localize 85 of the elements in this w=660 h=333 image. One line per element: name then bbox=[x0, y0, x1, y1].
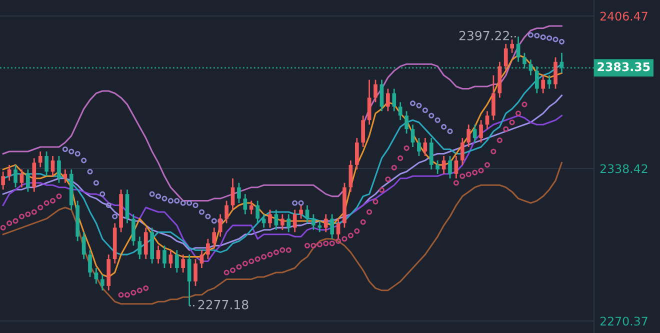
candlestick bbox=[88, 249, 92, 278]
candlestick bbox=[460, 137, 464, 166]
candlestick bbox=[138, 236, 142, 260]
candlestick bbox=[361, 114, 366, 148]
candlestick bbox=[44, 150, 48, 177]
candlestick bbox=[386, 88, 390, 112]
candlestick bbox=[429, 137, 434, 170]
candlestick bbox=[256, 200, 260, 224]
candlestick bbox=[268, 209, 272, 228]
candlestick bbox=[492, 74, 496, 121]
candlestick bbox=[262, 214, 266, 228]
candlestick bbox=[57, 155, 61, 184]
y-tick-label: 2270.37 bbox=[600, 316, 648, 326]
candlestick bbox=[454, 155, 458, 180]
candlestick bbox=[554, 56, 558, 90]
candlestick bbox=[522, 52, 526, 70]
candlestick bbox=[318, 220, 322, 233]
candlestick bbox=[212, 226, 216, 249]
candlestick bbox=[274, 209, 278, 231]
candlestick bbox=[14, 164, 18, 188]
candlestick bbox=[510, 38, 514, 54]
candlestick bbox=[330, 214, 334, 240]
candlestick bbox=[1, 170, 6, 190]
candlestick bbox=[534, 66, 539, 94]
candlestick bbox=[324, 214, 328, 233]
candlestick bbox=[132, 214, 136, 246]
candlestick bbox=[168, 249, 173, 269]
candlestick bbox=[485, 110, 490, 130]
candlestick bbox=[187, 254, 192, 306]
candlestick bbox=[237, 182, 241, 204]
candlestick bbox=[436, 160, 440, 175]
candlestick bbox=[392, 88, 396, 112]
candlestick bbox=[528, 58, 533, 76]
candlestick bbox=[144, 226, 148, 260]
candlestick bbox=[374, 79, 378, 103]
candlestick bbox=[249, 200, 254, 215]
candlestick bbox=[292, 209, 297, 233]
candlestick bbox=[398, 101, 402, 121]
candlestick bbox=[479, 119, 483, 144]
candlestick bbox=[20, 168, 24, 188]
y-tick-label: 2338.42 bbox=[600, 164, 648, 174]
candlestick bbox=[206, 238, 210, 260]
candlestick bbox=[410, 124, 415, 148]
candlestick bbox=[299, 204, 303, 220]
candlestick bbox=[224, 200, 228, 224]
candlestick bbox=[417, 137, 421, 157]
candlestick bbox=[63, 168, 68, 184]
candlestick bbox=[305, 204, 310, 224]
candlestick bbox=[230, 178, 235, 210]
candlestick bbox=[336, 218, 340, 240]
candlestick bbox=[348, 160, 353, 193]
candlestick bbox=[286, 214, 291, 233]
candlestick bbox=[100, 274, 104, 292]
ref-line-label: 2383.35 bbox=[598, 62, 650, 72]
candlestick bbox=[156, 244, 160, 264]
candlestick bbox=[312, 214, 316, 231]
candlestick bbox=[504, 43, 508, 72]
annotation: 2277.18 bbox=[198, 300, 248, 310]
candlestick bbox=[280, 214, 284, 231]
candlestick bbox=[200, 249, 204, 269]
candlestick bbox=[218, 214, 222, 238]
candlestick bbox=[194, 258, 198, 287]
candlestick bbox=[472, 124, 477, 144]
candlestick bbox=[367, 79, 372, 126]
candlestick bbox=[423, 137, 428, 157]
y-tick-label: 2406.47 bbox=[600, 12, 648, 21]
candlestick bbox=[181, 254, 186, 274]
line-series bbox=[2, 114, 562, 262]
candlestick bbox=[38, 150, 42, 168]
candlestick bbox=[26, 168, 30, 193]
candlestick bbox=[243, 193, 248, 215]
annotation: 2397.22 bbox=[459, 30, 509, 40]
candlestick bbox=[354, 137, 359, 170]
candlestick bbox=[448, 155, 452, 180]
candlestick bbox=[516, 36, 520, 63]
candlestick bbox=[466, 124, 471, 148]
candlestick bbox=[547, 74, 552, 90]
candlestick bbox=[50, 155, 55, 177]
candlestick bbox=[404, 110, 408, 134]
candlestick bbox=[174, 249, 179, 274]
candlestick bbox=[82, 231, 86, 260]
candlestick bbox=[442, 155, 446, 175]
candlestick bbox=[541, 74, 546, 94]
candlestick bbox=[560, 52, 564, 74]
candlestick bbox=[162, 244, 166, 269]
